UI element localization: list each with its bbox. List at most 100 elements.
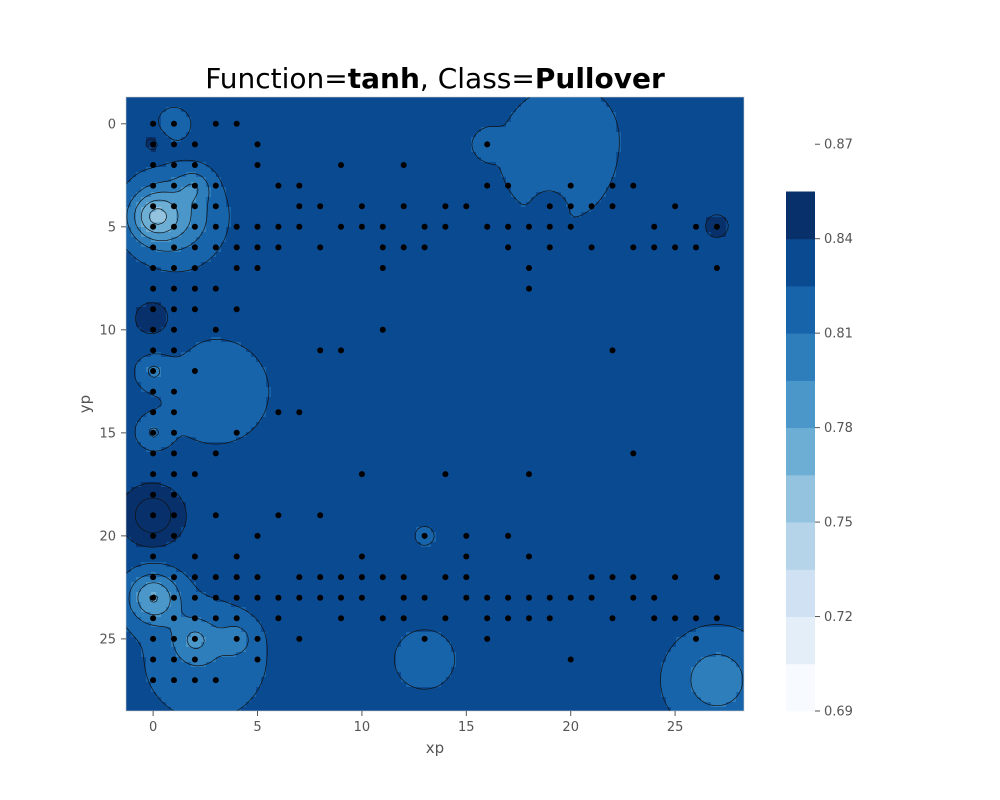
- contour-cell: [516, 212, 521, 217]
- contour-cell: [681, 237, 686, 242]
- contour-cell: [541, 257, 546, 262]
- contour-cell: [331, 207, 336, 212]
- contour-cell: [211, 292, 216, 297]
- contour-cell: [481, 247, 486, 252]
- contour-cell: [691, 112, 696, 117]
- contour-cell: [716, 167, 721, 172]
- contour-cell: [556, 147, 561, 152]
- contour-cell: [731, 272, 736, 277]
- contour-cell: [606, 257, 611, 262]
- contour-cell: [336, 202, 341, 207]
- contour-cell: [501, 237, 506, 242]
- contour-cell: [386, 112, 391, 117]
- contour-cell: [736, 107, 741, 112]
- contour-cell: [476, 212, 481, 217]
- contour-cell: [601, 157, 606, 162]
- contour-cell: [201, 142, 206, 147]
- contour-cell: [721, 277, 726, 282]
- contour-cell: [621, 202, 626, 207]
- contour-cell: [541, 142, 546, 147]
- contour-cell: [591, 197, 596, 202]
- contour-cell: [181, 167, 186, 172]
- contour-cell: [411, 242, 416, 247]
- contour-cell: [191, 212, 196, 217]
- contour-cell: [361, 162, 366, 167]
- contour-cell: [631, 232, 636, 237]
- contour-cell: [391, 172, 396, 177]
- contour-cell: [461, 147, 466, 152]
- contour-cell: [406, 252, 411, 257]
- contour-cell: [636, 127, 641, 132]
- contour-cell: [466, 182, 471, 187]
- contour-cell: [386, 267, 391, 272]
- contour-cell: [631, 97, 636, 102]
- contour-cell: [396, 187, 401, 192]
- contour-cell: [501, 232, 506, 237]
- contour-cell: [601, 152, 606, 157]
- contour-cell: [346, 197, 351, 202]
- contour-cell: [286, 202, 291, 207]
- contour-cell: [501, 272, 506, 277]
- contour-cell: [731, 117, 736, 122]
- contour-cell: [351, 182, 356, 187]
- contour-cell: [616, 167, 621, 172]
- contour-cell: [696, 112, 701, 117]
- contour-cell: [266, 127, 271, 132]
- contour-cell: [201, 197, 206, 202]
- contour-cell: [471, 237, 476, 242]
- contour-cell: [231, 237, 236, 242]
- contour-cell: [691, 167, 696, 172]
- contour-cell: [446, 277, 451, 282]
- contour-cell: [431, 147, 436, 152]
- contour-cell: [381, 112, 386, 117]
- contour-cell: [516, 192, 521, 197]
- contour-cell: [471, 232, 476, 237]
- contour-cell: [126, 292, 131, 297]
- contour-cell: [336, 277, 341, 282]
- contour-cell: [231, 142, 236, 147]
- contour-cell: [591, 152, 596, 157]
- contour-cell: [401, 117, 406, 122]
- contour-cell: [281, 232, 286, 237]
- contour-cell: [441, 192, 446, 197]
- contour-cell: [281, 227, 286, 232]
- contour-cell: [566, 277, 571, 282]
- contour-cell: [351, 187, 356, 192]
- contour-cell: [566, 172, 571, 177]
- contour-cell: [506, 137, 511, 142]
- contour-cell: [331, 97, 336, 102]
- contour-cell: [731, 262, 736, 267]
- contour-cell: [566, 282, 571, 287]
- contour-cell: [486, 257, 491, 262]
- contour-cell: [641, 152, 646, 157]
- contour-cell: [221, 252, 226, 257]
- contour-cell: [651, 102, 656, 107]
- contour-cell: [481, 272, 486, 277]
- contour-cell: [446, 192, 451, 197]
- contour-cell: [196, 217, 201, 222]
- contour-cell: [721, 292, 726, 297]
- contour-cell: [571, 97, 576, 102]
- contour-cell: [346, 182, 351, 187]
- contour-cell: [411, 237, 416, 242]
- contour-cell: [506, 172, 511, 177]
- contour-cell: [186, 257, 191, 262]
- contour-cell: [591, 147, 596, 152]
- contour-cell: [506, 142, 511, 147]
- contour-cell: [461, 252, 466, 257]
- contour-cell: [361, 237, 366, 242]
- contour-cell: [421, 217, 426, 222]
- contour-cell: [731, 102, 736, 107]
- contour-cell: [651, 267, 656, 272]
- contour-cell: [271, 147, 276, 152]
- contour-cell: [261, 157, 266, 162]
- contour-cell: [671, 282, 676, 287]
- contour-cell: [556, 267, 561, 272]
- contour-cell: [411, 152, 416, 157]
- contour-cell: [371, 252, 376, 257]
- contour-cell: [511, 232, 516, 237]
- contour-cell: [191, 102, 196, 107]
- contour-cell: [576, 187, 581, 192]
- contour-cell: [721, 257, 726, 262]
- contour-cell: [441, 277, 446, 282]
